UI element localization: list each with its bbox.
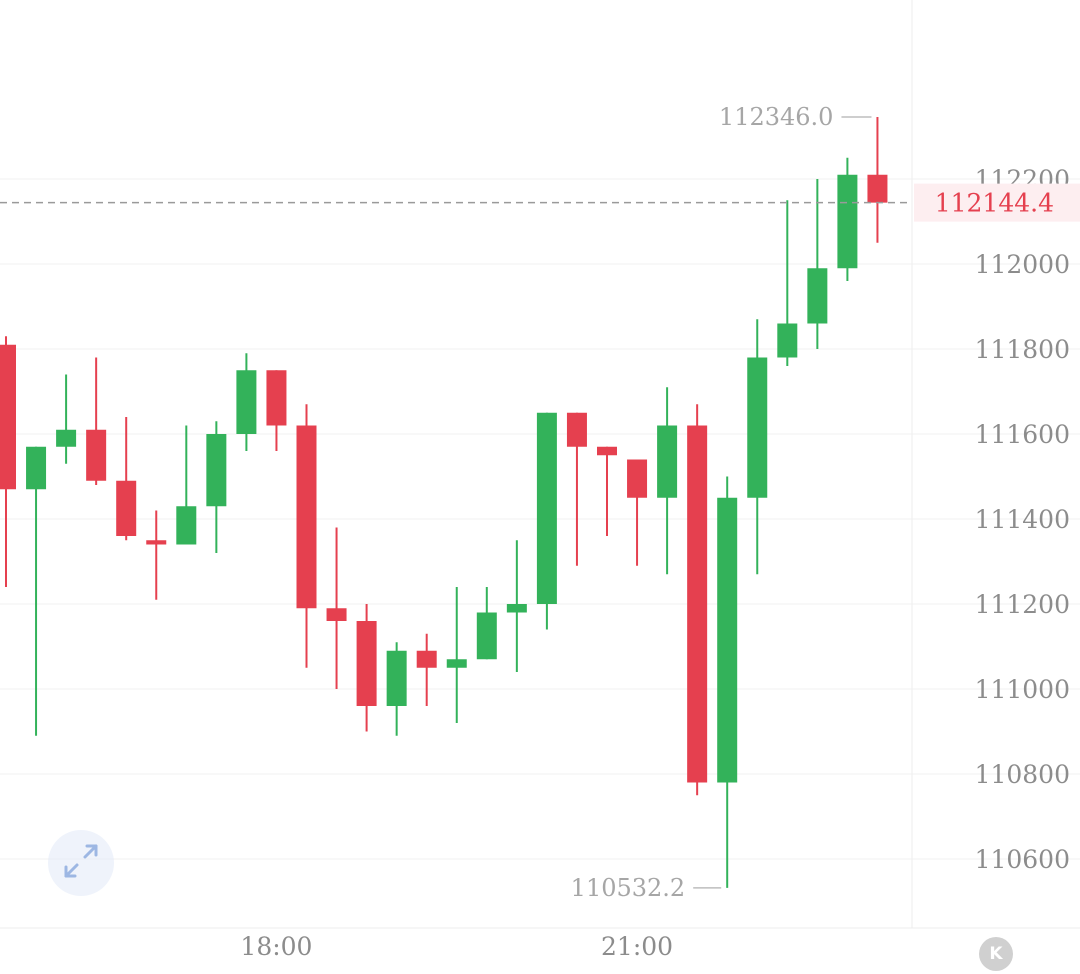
candle-body (657, 425, 678, 498)
candle-up (26, 446, 47, 736)
last-price-badge (914, 183, 1080, 222)
y-tick-label: 111000 (975, 675, 1070, 704)
candle-body (777, 323, 798, 358)
x-tick-label: 18:00 (240, 932, 312, 961)
candle-down (416, 633, 437, 706)
candle-body (206, 434, 227, 507)
k-chart-button[interactable]: K (979, 937, 1013, 971)
candle-body (116, 480, 137, 536)
candle-up (236, 353, 257, 451)
x-axis: 18:00 21:00 (240, 932, 673, 961)
candle-body (717, 497, 738, 783)
candle-body (326, 608, 347, 621)
low-marker-label: 110532.2 (571, 874, 686, 902)
expand-button[interactable] (48, 830, 114, 896)
candle-body (747, 357, 768, 498)
candle-up (176, 425, 197, 545)
candle-body (0, 344, 16, 490)
y-axis: 110600 110800 111000 111200 111400 111600 1118… (975, 165, 1070, 874)
candle-down (597, 446, 617, 536)
candle-up (506, 540, 527, 672)
candle-body (296, 425, 317, 609)
candle-body (476, 612, 497, 660)
y-tick-label: 111400 (975, 505, 1070, 534)
candle-body (837, 174, 858, 269)
candle-down (326, 527, 347, 689)
candle-down (116, 417, 137, 541)
candle-down (266, 370, 287, 451)
candle-down (296, 404, 317, 668)
candle-body (386, 650, 407, 706)
candle-body (146, 540, 167, 545)
candle-up (807, 179, 828, 349)
candle-body (356, 621, 377, 706)
y-tick-label: 110800 (975, 760, 1070, 789)
y-tick-label: 110600 (975, 845, 1070, 874)
candle-body (176, 506, 197, 545)
y-tick-label: 111800 (975, 335, 1070, 364)
last-price-label: 112144.4 (935, 189, 1054, 218)
candle-up (837, 157, 858, 281)
candle-down (627, 459, 648, 566)
candle-down (0, 336, 16, 587)
candle-up (777, 200, 798, 366)
candle-down (566, 412, 587, 566)
candle-body (446, 659, 467, 668)
candle-body (566, 412, 587, 447)
candle-up (206, 421, 227, 553)
candle-down (86, 357, 107, 485)
candle-body (536, 412, 557, 604)
last-price-line: 112144.4 (0, 183, 1080, 222)
candle-body (687, 425, 708, 783)
candle-body (236, 370, 257, 434)
candle-up (747, 319, 768, 575)
candle-down (687, 404, 708, 796)
high-marker-label: 112346.0 (719, 103, 834, 131)
candle-up (446, 587, 467, 723)
candle-body (867, 174, 888, 203)
candle-body (56, 429, 77, 447)
candle-up (717, 476, 738, 888)
x-tick-label: 21:00 (601, 932, 673, 961)
candle-down (146, 510, 167, 600)
y-tick-label: 111200 (975, 590, 1070, 619)
candles (0, 116, 888, 888)
candle-down (867, 116, 888, 243)
extreme-markers: 112346.0 110532.2 (571, 103, 872, 902)
candle-down (356, 604, 377, 732)
candle-body (597, 446, 617, 456)
candle-body (26, 446, 47, 490)
k-button-label: K (989, 944, 1003, 964)
candle-up (56, 374, 77, 464)
candle-body (807, 268, 828, 324)
candle-up (476, 587, 497, 660)
candle-up (657, 387, 678, 575)
y-tick-label: 112000 (975, 250, 1070, 279)
candle-body (86, 429, 107, 481)
candle-body (506, 604, 527, 613)
candle-up (536, 412, 557, 630)
candle-body (416, 650, 437, 668)
candle-body (266, 370, 287, 426)
y-tick-label: 111600 (975, 420, 1070, 449)
expand-arrows-icon (61, 841, 101, 886)
candle-up (386, 642, 407, 736)
candle-body (627, 459, 648, 498)
